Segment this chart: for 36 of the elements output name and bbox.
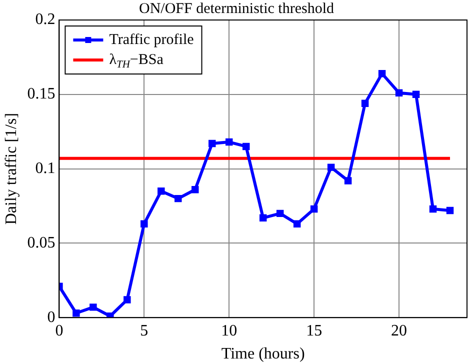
y-axis-title: Daily traffic [1/s] bbox=[2, 112, 20, 225]
x-tick-label: 10 bbox=[221, 322, 238, 340]
point bbox=[395, 89, 403, 97]
x-tick-label: 20 bbox=[391, 322, 408, 340]
point bbox=[344, 177, 352, 184]
point bbox=[158, 188, 165, 195]
point bbox=[361, 100, 369, 107]
point bbox=[327, 164, 335, 171]
point bbox=[174, 194, 182, 202]
point bbox=[72, 310, 80, 317]
y-tick-label: 0.1 bbox=[35, 160, 56, 178]
point bbox=[310, 205, 318, 213]
x-axis-title: Time (hours) bbox=[221, 346, 305, 363]
point bbox=[90, 304, 97, 311]
y-tick-label: 0.2 bbox=[35, 11, 56, 28]
legend-label: Traffic profile bbox=[109, 32, 194, 48]
point bbox=[106, 312, 114, 318]
point bbox=[192, 186, 199, 194]
point bbox=[276, 210, 284, 218]
point bbox=[208, 140, 216, 148]
point bbox=[140, 220, 148, 228]
point bbox=[124, 296, 131, 304]
point bbox=[412, 90, 420, 98]
point bbox=[293, 220, 301, 228]
y-tick-label: 0.15 bbox=[27, 86, 56, 103]
y-tick-label: 0 bbox=[47, 308, 56, 326]
chart-title: ON/OFF deterministic threshold bbox=[139, 0, 334, 17]
x-tick-label: 5 bbox=[140, 322, 148, 340]
point bbox=[378, 70, 386, 78]
point bbox=[242, 142, 250, 150]
point bbox=[259, 214, 267, 222]
x-tick-label: 15 bbox=[306, 322, 322, 340]
point bbox=[429, 205, 437, 213]
y-tick-label: 0.05 bbox=[27, 234, 56, 252]
point bbox=[446, 206, 454, 214]
point bbox=[225, 138, 233, 146]
